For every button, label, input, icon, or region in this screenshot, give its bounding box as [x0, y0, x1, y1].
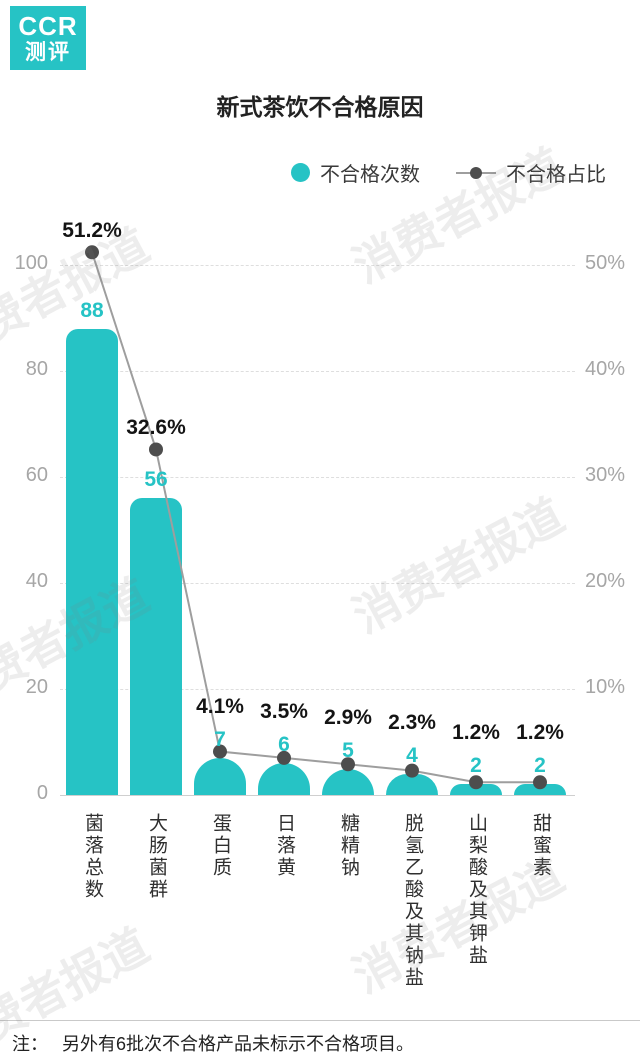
bar — [450, 784, 502, 795]
y-axis-label-right: 20% — [585, 570, 626, 592]
x-axis-label: 菌落总数 — [82, 813, 103, 901]
bar — [386, 773, 438, 795]
x-axis-label: 日落黄 — [274, 813, 295, 879]
y-axis-label-left: 60 — [25, 464, 48, 486]
y-axis-label-right: 50% — [585, 252, 626, 274]
grid-line — [60, 795, 575, 796]
logo: CCR 测评 — [10, 6, 86, 70]
legend: 不合格次数 不合格占比 — [291, 158, 606, 187]
y-axis-label-right: 10% — [585, 676, 626, 698]
watermark-text: 消费者报道 — [344, 138, 573, 293]
footnote: 注： 另外有6批次不合格产品未标示不合格项目。 — [12, 1030, 414, 1056]
watermark-text: 消费者报道 — [344, 488, 573, 643]
footnote-text: 另外有6批次不合格产品未标示不合格项目。 — [62, 1034, 415, 1054]
legend-label-bar-series: 不合格次数 — [320, 164, 420, 186]
bar-value-label: 88 — [80, 298, 104, 322]
y-axis-label-left: 40 — [25, 570, 48, 592]
bar-series-swatch-icon — [291, 163, 310, 182]
chart-title: 新式茶饮不合格原因 — [216, 94, 424, 120]
x-axis-label: 大肠菌群 — [146, 813, 167, 901]
grid-line — [60, 371, 575, 372]
trend-dot — [85, 245, 99, 260]
bar — [514, 784, 566, 795]
footnote-divider — [0, 1020, 640, 1021]
x-axis-label: 山梨酸及其钾盐 — [466, 813, 487, 967]
x-axis-label: 糖精钠 — [338, 813, 359, 879]
bar — [194, 757, 246, 795]
trend-dot — [149, 442, 163, 457]
pct-label: 1.2% — [516, 721, 564, 745]
y-axis-label-right: 40% — [585, 358, 626, 380]
footnote-prefix: 注： — [12, 1034, 48, 1054]
bar — [322, 768, 374, 795]
bar — [258, 763, 310, 795]
pct-label: 51.2% — [62, 219, 122, 243]
y-axis-label-left: 20 — [25, 676, 48, 698]
legend-item-bar-series: 不合格次数 — [291, 158, 420, 187]
pct-label: 32.6% — [126, 416, 186, 440]
logo-text-ccr: CCR — [18, 11, 78, 42]
line-series-swatch-icon — [456, 166, 496, 179]
y-axis-label-left: 0 — [36, 782, 48, 804]
y-axis-label-left: 100 — [14, 252, 48, 274]
bar — [130, 498, 182, 795]
legend-item-line-series: 不合格占比 — [456, 158, 606, 187]
grid-line — [60, 265, 575, 266]
x-axis-label: 甜蜜素 — [530, 813, 551, 879]
x-axis-label: 蛋白质 — [210, 813, 231, 879]
y-axis-label-right: 30% — [585, 464, 626, 486]
bar-value-label: 2 — [534, 754, 546, 778]
bar-value-label: 56 — [144, 468, 168, 492]
logo-text-ceping: 测评 — [25, 40, 71, 64]
bar — [66, 328, 118, 795]
legend-label-line-series: 不合格占比 — [506, 164, 606, 186]
y-axis-label-left: 80 — [25, 358, 48, 380]
x-axis-label: 脱氢乙酸及其钠盐 — [402, 813, 423, 989]
